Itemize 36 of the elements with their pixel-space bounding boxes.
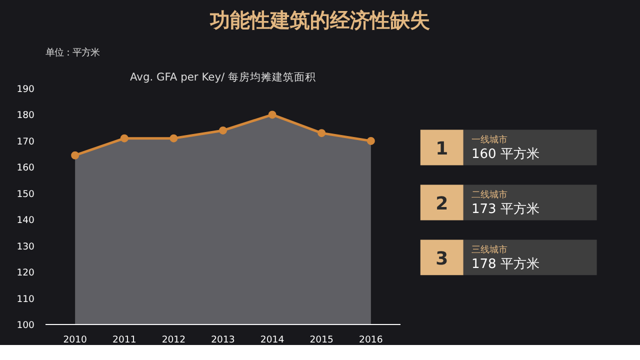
text: 1 bbox=[436, 138, 448, 160]
y-tick-label: 130 bbox=[16, 241, 35, 252]
point bbox=[120, 134, 128, 142]
point bbox=[71, 151, 80, 160]
text: 173 平方米 bbox=[471, 201, 540, 218]
text: 三线城市 bbox=[471, 244, 508, 256]
y-tick-label: 190 bbox=[16, 84, 35, 95]
point bbox=[366, 136, 375, 145]
text: 一线城市 bbox=[471, 134, 508, 146]
y-axis-title: 单位：平方米 bbox=[46, 48, 100, 58]
y-tick-label: 100 bbox=[16, 320, 35, 331]
y-tick-label: 110 bbox=[16, 294, 35, 305]
y-tick-label: 120 bbox=[16, 268, 35, 279]
y-tick-label: 160 bbox=[16, 162, 35, 174]
x-tick-label: 2012 bbox=[162, 334, 186, 346]
x-tick-label: 2013 bbox=[211, 334, 235, 346]
text: 178 平方米 bbox=[471, 256, 540, 272]
chart-subtitle: Avg. GFA per Key/ 每房均摊建筑面积 bbox=[130, 70, 316, 84]
y-tick-label: 180 bbox=[16, 110, 35, 122]
text: 2 bbox=[436, 193, 448, 214]
y-tick-label: 150 bbox=[16, 188, 35, 200]
text: 160 平方米 bbox=[471, 146, 540, 162]
x-tick-label: 2011 bbox=[112, 334, 136, 346]
text: 二线城市 bbox=[471, 189, 508, 200]
point bbox=[219, 126, 227, 134]
x-tick-label: 2015 bbox=[310, 334, 334, 346]
x-tick-label: 2010 bbox=[63, 334, 88, 346]
point bbox=[318, 129, 326, 138]
x-tick-label: 2014 bbox=[260, 334, 284, 346]
x-tick-label: 2016 bbox=[359, 334, 383, 346]
y-tick-label: 140 bbox=[16, 215, 35, 226]
chart-title: 功能性建筑的经济性缺失 bbox=[210, 7, 430, 34]
text: 3 bbox=[436, 248, 448, 270]
point bbox=[170, 134, 178, 142]
point bbox=[268, 110, 276, 119]
y-tick-label: 170 bbox=[16, 136, 35, 148]
